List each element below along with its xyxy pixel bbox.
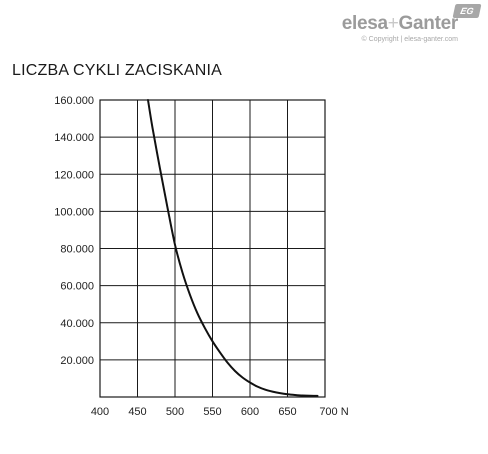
x-tick-label: 450 bbox=[128, 406, 146, 418]
brand-partner: Ganter bbox=[398, 13, 459, 34]
x-tick-label: 550 bbox=[203, 406, 221, 418]
plot-frame bbox=[99, 99, 326, 398]
y-tick-label: 80.000 bbox=[60, 244, 94, 256]
brand-logo: elesa+Ganter © Copyright | elesa-ganter.… bbox=[341, 13, 459, 44]
brand-name: elesa bbox=[341, 13, 388, 34]
brand-plus: + bbox=[387, 13, 399, 34]
grid-layer bbox=[99, 99, 326, 397]
brand-logo-text: elesa+Ganter bbox=[341, 13, 459, 34]
y-tick-label: 60.000 bbox=[60, 281, 94, 293]
y-tick-label: 140.000 bbox=[54, 132, 94, 144]
y-tick-label: 160.000 bbox=[54, 95, 94, 107]
series-line bbox=[147, 99, 319, 397]
x-tick-label: 400 bbox=[91, 406, 109, 418]
x-tick-label: 600 bbox=[241, 406, 259, 418]
y-tick-label: 120.000 bbox=[54, 169, 94, 181]
brand-copyright: © Copyright | elesa-ganter.com bbox=[361, 36, 458, 43]
y-tick-label: 40.000 bbox=[60, 318, 94, 330]
chart-title: LICZBA CYKLI ZACISKANIA bbox=[12, 62, 222, 79]
x-tick-label: 500 bbox=[166, 406, 184, 418]
x-tick-label: 650 bbox=[278, 406, 296, 418]
series-layer bbox=[147, 99, 319, 397]
x-tick-label: 700 N bbox=[319, 406, 348, 418]
y-tick-label: 20.000 bbox=[60, 355, 94, 367]
y-tick-label: 100.000 bbox=[54, 206, 94, 218]
tick-layer: 400 450 500 550 600 650 700 N 20.000 40.000 60.00… bbox=[54, 95, 348, 418]
